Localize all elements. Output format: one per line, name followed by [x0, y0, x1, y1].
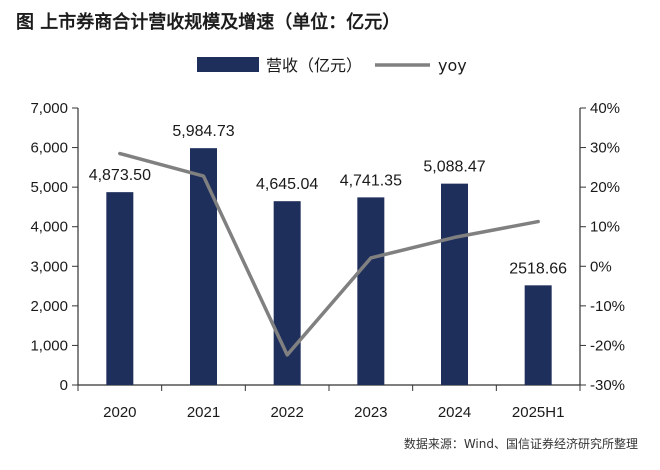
revenue-bar [524, 285, 552, 385]
left-y-axis: 0 1,000 2,000 3,000 4,000 5,000 6,000 7,000 [30, 100, 79, 394]
right-tick-label: -30% [590, 377, 625, 394]
right-tick-label: 10% [590, 219, 620, 236]
source-note: 数据来源：Wind、国信证券经济研究所整理 [403, 437, 638, 451]
revenue-bar [357, 197, 385, 385]
left-tick-label: 4,000 [30, 219, 68, 236]
yoy-line-series [118, 151, 540, 357]
x-category-label: 2020 [103, 404, 136, 421]
bar-value-label: 4,741.35 [340, 172, 402, 189]
right-tick-label: 30% [590, 140, 620, 157]
bar-value-label: 4,645.04 [256, 176, 318, 193]
yoy-line [118, 151, 540, 357]
revenue-bars [106, 148, 552, 385]
legend: 营收（亿元） yoy [197, 56, 467, 75]
x-category-label: 2022 [270, 404, 303, 421]
revenue-bar [273, 201, 301, 385]
right-y-axis: -30% -20% -10% 0% 10% 20% 30% 40% [579, 100, 625, 394]
bar-value-label: 5,088.47 [423, 159, 485, 176]
x-category-label: 2023 [354, 404, 387, 421]
bar-value-label: 5,984.73 [172, 123, 234, 140]
revenue-bar [190, 148, 217, 385]
revenue-bar [441, 183, 468, 385]
revenue-bar [106, 192, 134, 385]
left-tick-label: 3,000 [30, 258, 68, 275]
left-tick-label: 7,000 [30, 100, 68, 117]
bar-value-labels: 4,873.50 5,984.73 4,645.04 4,741.35 5,088.47… [89, 123, 567, 277]
legend-bar-swatch [197, 57, 259, 72]
right-tick-label: 20% [590, 179, 620, 196]
right-tick-label: -10% [590, 298, 625, 315]
right-tick-label: 0% [590, 258, 612, 275]
legend-bar-label: 营收（亿元） [266, 56, 362, 75]
left-tick-label: 5,000 [30, 179, 68, 196]
bar-value-label: 2518.66 [509, 260, 567, 277]
right-tick-label: 40% [590, 100, 620, 117]
left-tick-label: 1,000 [30, 337, 68, 354]
left-tick-label: 0 [60, 377, 68, 394]
x-category-label: 2021 [187, 404, 220, 421]
x-category-label: 2024 [438, 404, 471, 421]
left-tick-label: 2,000 [30, 298, 68, 315]
bar-value-label: 4,873.50 [89, 167, 151, 184]
x-category-label: 2025H1 [512, 404, 565, 421]
chart-title: 图 上市券商合计营收规模及增速（单位：亿元） [16, 12, 401, 33]
x-axis: 2020 2021 2022 2023 2024 2025H1 [77, 384, 581, 421]
legend-line-label: yoy [438, 56, 467, 75]
left-tick-label: 6,000 [30, 140, 68, 157]
right-tick-label: -20% [590, 337, 625, 354]
